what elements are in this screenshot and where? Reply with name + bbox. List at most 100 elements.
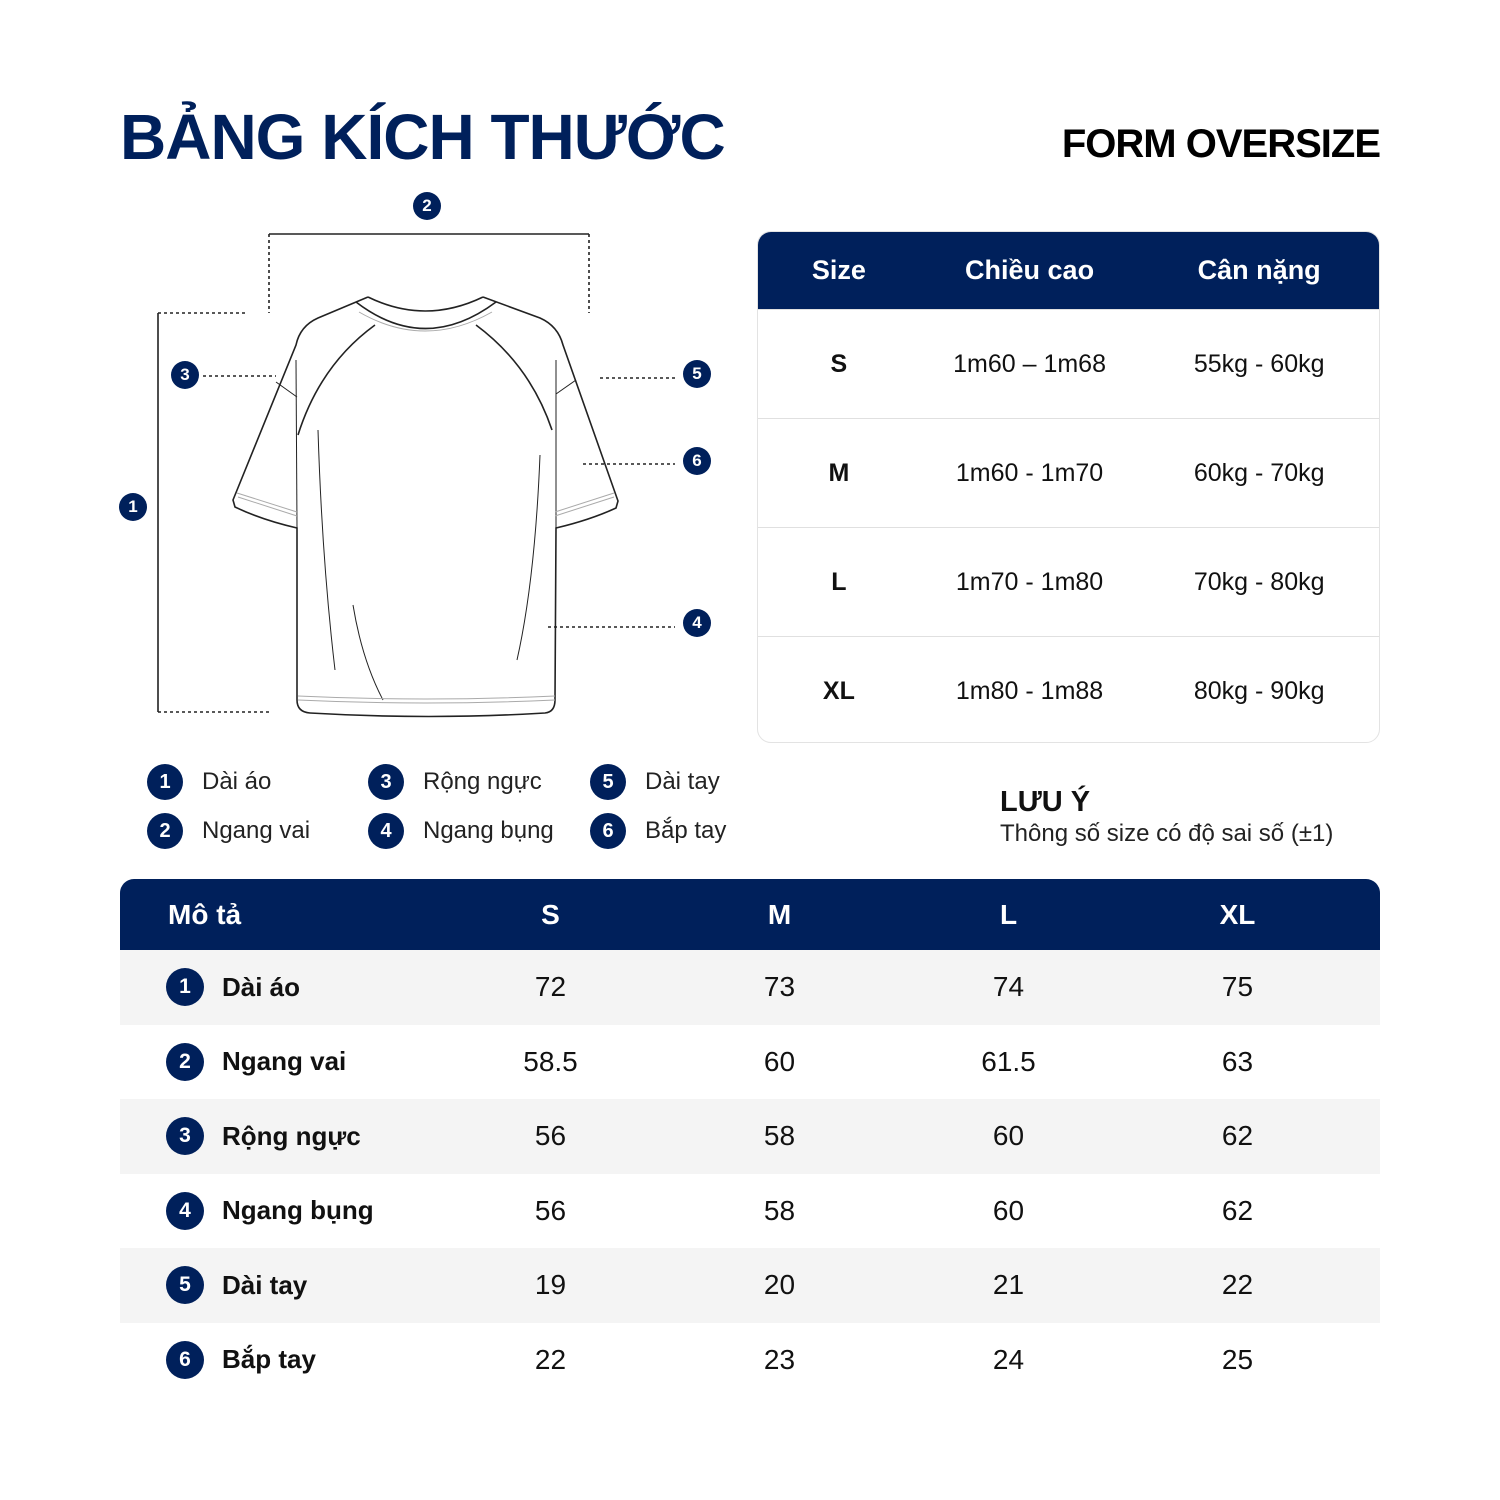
cell-value: 63 xyxy=(1221,1045,1254,1077)
cell-value: 19 xyxy=(534,1269,567,1301)
cell-value: 58.5 xyxy=(523,1045,578,1077)
legend-label: Ngang bụng xyxy=(423,817,554,844)
height: 1m60 - 1m70 xyxy=(955,458,1104,487)
cell-value: 58 xyxy=(763,1120,796,1152)
header-weight: Cân nặng xyxy=(1197,255,1321,285)
header-description: Mô tả xyxy=(168,898,242,930)
cell-value: 60 xyxy=(763,1045,796,1077)
measurement-table: Mô tả S M L XL 1 Dài áo 72 73 74 75 2 Ngang vai… xyxy=(120,879,1380,1397)
cell-value: 23 xyxy=(763,1343,796,1375)
header-m: M xyxy=(767,898,792,930)
cell-value: 22 xyxy=(534,1343,567,1375)
legend-item: 1 Dài áo xyxy=(147,764,271,800)
dimension-lines xyxy=(157,233,589,712)
cell-value: 24 xyxy=(992,1343,1025,1375)
legend-label: Ngang vai xyxy=(202,817,311,844)
cell-value: 56 xyxy=(534,1194,567,1226)
legend-item: 4 Ngang bụng xyxy=(368,813,554,849)
row-number-badge: 6 xyxy=(166,1340,204,1379)
legend-badge: 6 xyxy=(590,813,626,849)
table-row: M 1m60 - 1m70 60kg - 70kg xyxy=(758,418,1379,527)
table-row: 3 Rộng ngực 56 58 60 62 xyxy=(120,1099,1380,1174)
weight: 60kg - 70kg xyxy=(1193,458,1325,487)
table-row: 1 Dài áo 72 73 74 75 xyxy=(120,950,1380,1025)
cell-value: 56 xyxy=(534,1120,567,1152)
note-title: LƯU Ý xyxy=(1000,786,1091,818)
table-row: 5 Dài tay 19 20 21 22 xyxy=(120,1248,1380,1323)
row-number-badge: 2 xyxy=(166,1042,204,1081)
row-number-badge: 5 xyxy=(166,1266,204,1305)
marker-4: 4 xyxy=(683,609,711,637)
row-name: Ngang bụng xyxy=(222,1195,374,1226)
header-l: L xyxy=(999,898,1018,930)
cell-value: 61.5 xyxy=(981,1045,1036,1077)
row-name: Rộng ngực xyxy=(222,1120,361,1151)
marker-2: 2 xyxy=(413,192,441,220)
height: 1m70 - 1m80 xyxy=(955,567,1104,596)
legend-badge: 5 xyxy=(590,764,626,800)
row-name: Bắp tay xyxy=(222,1344,316,1375)
row-name: Dài tay xyxy=(222,1269,308,1300)
cell-value: 21 xyxy=(992,1269,1025,1301)
table-row: XL 1m80 - 1m88 80kg - 90kg xyxy=(758,636,1379,742)
row-name: Ngang vai xyxy=(222,1046,347,1077)
marker-1: 1 xyxy=(119,493,147,521)
measurement-table-header: Mô tả S M L XL xyxy=(120,879,1380,950)
header-size: Size xyxy=(811,255,866,285)
cell-value: 74 xyxy=(992,971,1025,1003)
height: 1m80 - 1m88 xyxy=(955,676,1104,705)
row-number-badge: 1 xyxy=(166,968,204,1007)
header-xl: XL xyxy=(1219,898,1256,930)
row-number-badge: 4 xyxy=(166,1191,204,1230)
cell-value: 60 xyxy=(992,1194,1025,1226)
legend-item: 6 Bắp tay xyxy=(590,813,726,849)
table-row: 4 Ngang bụng 56 58 60 62 xyxy=(120,1174,1380,1249)
tshirt-outline xyxy=(232,296,619,718)
table-row: S 1m60 – 1m68 55kg - 60kg xyxy=(758,309,1379,418)
cell-value: 20 xyxy=(763,1269,796,1301)
table-row: 2 Ngang vai 58.5 60 61.5 63 xyxy=(120,1025,1380,1100)
size: L xyxy=(831,567,847,596)
marker-3: 3 xyxy=(171,361,199,389)
cell-value: 72 xyxy=(534,971,567,1003)
cell-value: 73 xyxy=(763,971,796,1003)
header-height: Chiều cao xyxy=(965,255,1095,285)
table-row: 6 Bắp tay 22 23 24 25 xyxy=(120,1323,1380,1398)
cell-value: 62 xyxy=(1221,1120,1254,1152)
size: XL xyxy=(822,676,855,705)
table-row: L 1m70 - 1m80 70kg - 80kg xyxy=(758,527,1379,636)
legend-label: Dài áo xyxy=(202,768,272,795)
legend-label: Rộng ngực xyxy=(423,768,542,795)
marker-5: 5 xyxy=(683,360,711,388)
legend-badge: 3 xyxy=(368,764,404,800)
cell-value: 75 xyxy=(1221,971,1254,1003)
row-description: 3 Rộng ngực xyxy=(120,1117,436,1156)
row-description: 4 Ngang bụng xyxy=(120,1191,436,1230)
form-label: FORM OVERSIZE xyxy=(1061,122,1381,166)
legend-label: Bắp tay xyxy=(645,817,727,844)
size: M xyxy=(828,458,850,487)
cell-value: 22 xyxy=(1221,1269,1254,1301)
legend-item: 2 Ngang vai xyxy=(147,813,310,849)
header-s: S xyxy=(541,898,560,930)
weight: 80kg - 90kg xyxy=(1193,676,1325,705)
cell-value: 62 xyxy=(1221,1194,1254,1226)
cell-value: 58 xyxy=(763,1194,796,1226)
legend-badge: 1 xyxy=(147,764,183,800)
height: 1m60 – 1m68 xyxy=(953,349,1106,378)
row-name: Dài áo xyxy=(222,971,301,1002)
size-table: Size Chiều cao Cân nặng S 1m60 – 1m68 55kg… xyxy=(757,231,1380,743)
size: S xyxy=(830,349,848,378)
marker-6: 6 xyxy=(683,447,711,475)
cell-value: 60 xyxy=(992,1120,1025,1152)
row-number-badge: 3 xyxy=(166,1117,204,1156)
note-text: Thông số size có độ sai số (±1) xyxy=(1000,820,1334,847)
weight: 55kg - 60kg xyxy=(1193,349,1325,378)
page-title: BẢNG KÍCH THƯỚC xyxy=(120,101,726,173)
legend-badge: 4 xyxy=(368,813,404,849)
legend-badge: 2 xyxy=(147,813,183,849)
size-table-header: Size Chiều cao Cân nặng xyxy=(758,232,1379,309)
row-description: 1 Dài áo xyxy=(120,968,436,1007)
cell-value: 25 xyxy=(1221,1343,1254,1375)
measurement-table-body: 1 Dài áo 72 73 74 75 2 Ngang vai 58.5 60 61.5 63 3 Rộ… xyxy=(120,950,1380,1397)
